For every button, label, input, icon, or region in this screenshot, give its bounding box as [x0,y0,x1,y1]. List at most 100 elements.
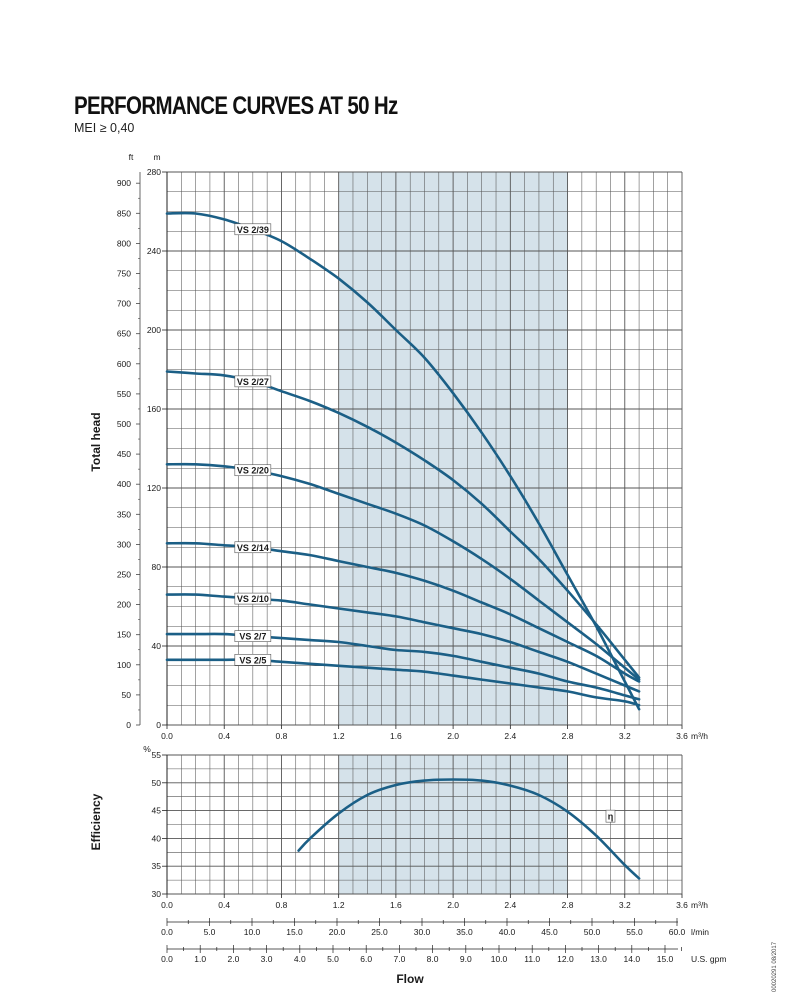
flow-lmin-tick-label: 0.0 [161,927,173,937]
ft-tick-label: 650 [117,329,131,339]
head-x-tick-label: 1.6 [390,731,402,741]
flow-m3h-tick-label: 0.0 [161,900,173,910]
flow-gpm-tick-label: 13.0 [590,954,607,964]
ft-tick-label: 200 [117,600,131,610]
head-x-tick-label: 0.0 [161,731,173,741]
ft-tick-label: 450 [117,449,131,459]
m-unit-label: m [153,152,160,162]
efficiency-label: η [608,812,614,822]
flow-lmin-tick-label: 35.0 [456,927,473,937]
head-x-tick-label: 2.8 [562,731,574,741]
flow-lmin-units: l/min [691,927,709,937]
ft-tick-label: 250 [117,569,131,579]
series-label-box [234,541,272,554]
flow-m3h-tick-label: 1.6 [390,900,402,910]
flow-lmin-tick-label: 20.0 [329,927,346,937]
m-tick-label: 280 [147,167,161,177]
head-y-axis-title: Total head [89,412,103,471]
flow-m3h-tick-label: 3.2 [619,900,631,910]
head-x-tick-label: 2.0 [447,731,459,741]
series-label: VS 2/7 [239,632,266,642]
flow-axis-title: Flow [396,972,424,986]
m-tick-label: 160 [147,404,161,414]
flow-gpm-tick-label: 6.0 [360,954,372,964]
flow-gpm-tick-label: 15.0 [657,954,674,964]
m-tick-label: 200 [147,325,161,335]
flow-lmin-tick-label: 45.0 [541,927,558,937]
series-label: VS 2/10 [237,594,269,604]
flow-m3h-tick-label: 1.2 [333,900,345,910]
m-tick-label: 120 [147,483,161,493]
flow-gpm-tick-label: 12.0 [557,954,574,964]
flow-lmin-tick-label: 10.0 [244,927,261,937]
ft-tick-label: 50 [122,690,132,700]
flow-gpm-tick-label: 8.0 [427,954,439,964]
ft-tick-label: 400 [117,479,131,489]
m-tick-label: 80 [152,562,162,572]
series-label-box [234,464,272,477]
flow-lmin-tick-label: 30.0 [414,927,431,937]
flow-gpm-tick-label: 9.0 [460,954,472,964]
flow-m3h-units: m³/h [691,900,708,910]
flow-gpm-tick-label: 2.0 [227,954,239,964]
flow-lmin-tick-label: 40.0 [499,927,516,937]
ft-tick-label: 750 [117,268,131,278]
efficiency-tick-label: 50 [152,778,162,788]
flow-gpm-tick-label: 7.0 [393,954,405,964]
ft-tick-label: 900 [117,178,131,188]
efficiency-axes: 30 35 40 45 50 55% Efficiency [89,744,168,899]
head-x-tick-label: 1.2 [333,731,345,741]
flow-gpm-tick-label: 4.0 [294,954,306,964]
head-curves: VS 2/39 VS 2/27 VS 2/20 VS 2/14 VS 2/10 VS 2/… [165,211,641,711]
flow-m3h-tick-label: 0.8 [276,900,288,910]
efficiency-tick-label: 35 [152,861,162,871]
head-x-tick-label: 0.4 [218,731,230,741]
head-x-tick-label: 3.6 [676,731,688,741]
page-title: PERFORMANCE CURVES AT 50 Hz [74,92,398,120]
flow-m3h-tick-label: 3.6 [676,900,688,910]
series-label-box [234,375,272,388]
ft-tick-label: 700 [117,299,131,309]
ft-tick-label: 0 [126,720,131,730]
flow-lmin-tick-label: 60.0 [669,927,686,937]
flow-lmin-tick-label: 15.0 [286,927,303,937]
flow-gpm-tick-label: 11.0 [524,954,540,964]
series-label-box [234,654,272,666]
m-tick-label: 40 [152,641,162,651]
efficiency-y-axis-title: Efficiency [89,793,103,850]
series-label: VS 2/27 [237,377,269,387]
head-x-units: m³/h [691,731,708,741]
flow-lmin-tick-label: 55.0 [626,927,643,937]
series-label-box [234,223,272,236]
flow-gpm-tick-label: 14.0 [624,954,641,964]
flow-gpm-tick-label: 0.0 [161,954,173,964]
efficiency-tick-label: 55 [152,750,162,760]
flow-gpm-tick-label: 3.0 [261,954,273,964]
series-label: VS 2/14 [237,543,269,553]
efficiency-tick-label: 45 [152,806,162,816]
flow-gpm-tick-label: 1.0 [194,954,206,964]
ft-tick-label: 500 [117,419,131,429]
flow-m3h-tick-label: 2.4 [504,900,516,910]
ft-tick-label: 850 [117,208,131,218]
series-label: VS 2/20 [237,466,269,476]
head-x-tick-label: 3.2 [619,731,631,741]
ft-tick-label: 550 [117,389,131,399]
flow-lmin-tick-label: 25.0 [371,927,388,937]
flow-m3h-tick-label: 2.8 [562,900,574,910]
ft-tick-label: 350 [117,509,131,519]
efficiency-label-box [605,809,616,823]
flow-lmin-tick-label: 50.0 [584,927,601,937]
percent-unit-label: % [143,744,151,754]
ft-tick-label: 600 [117,359,131,369]
efficiency-tick-label: 30 [152,889,162,899]
flow-m3h-tick-label: 0.4 [218,900,230,910]
series-label: VS 2/5 [239,655,266,665]
ft-tick-label: 300 [117,539,131,549]
m-tick-label: 240 [147,246,161,256]
ft-unit-label: ft [129,152,134,162]
ft-tick-label: 100 [117,660,131,670]
head-x-tick-label: 2.4 [504,731,516,741]
flow-gpm-tick-label: 10.0 [491,954,508,964]
